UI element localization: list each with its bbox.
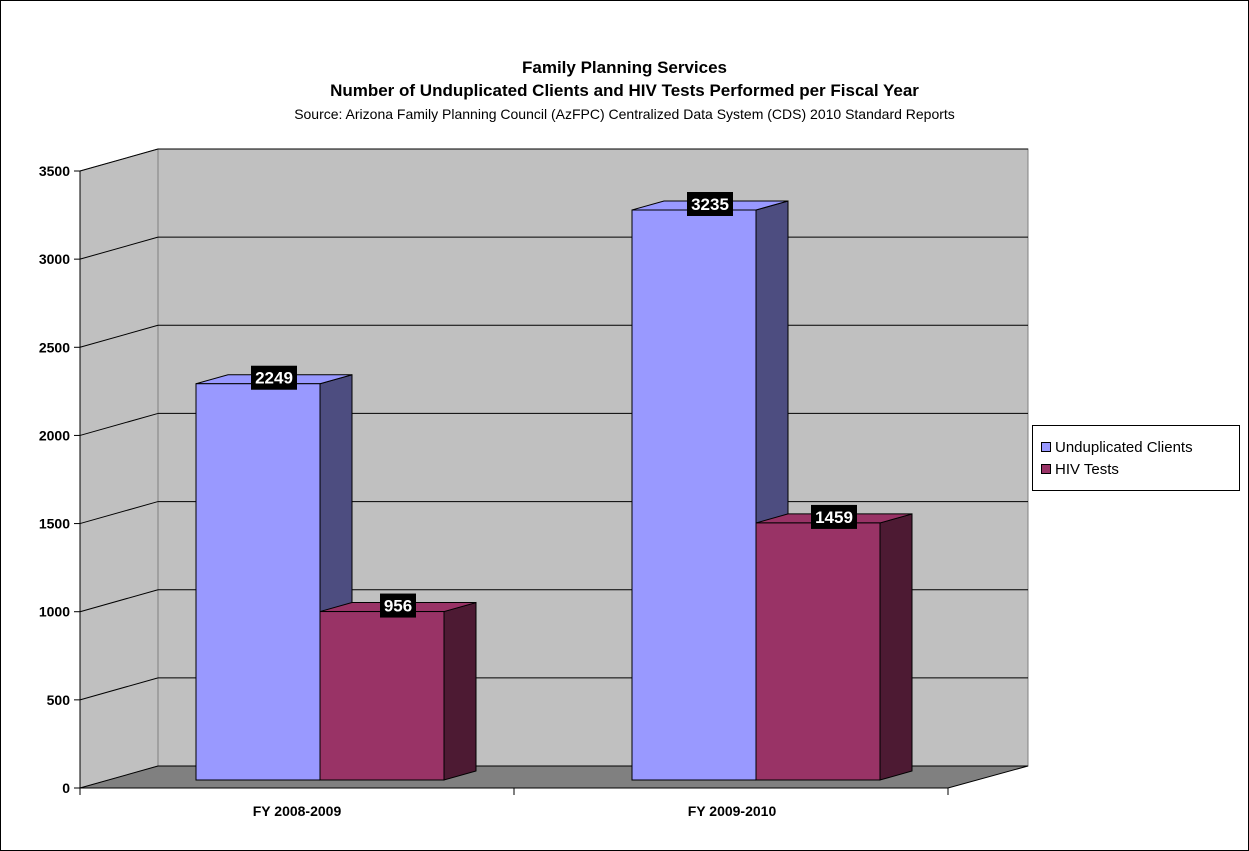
gridline-side xyxy=(79,324,159,348)
chart-subtitle: Number of Unduplicated Clients and HIV T… xyxy=(330,81,919,100)
gridline-side xyxy=(79,148,159,172)
legend-label-unduplicated-clients: Unduplicated Clients xyxy=(1055,438,1193,456)
y-tick-label: 500 xyxy=(47,692,71,708)
y-tick-label: 2000 xyxy=(39,427,70,443)
bar xyxy=(319,611,445,781)
y-tick-label: 0 xyxy=(62,780,70,796)
bar xyxy=(195,383,321,781)
data-label-box xyxy=(251,365,297,390)
bar xyxy=(631,209,757,781)
data-label: 3235 xyxy=(691,195,729,214)
bar-side xyxy=(879,513,913,781)
legend-swatch-hiv-tests xyxy=(1041,464,1051,474)
data-label: 956 xyxy=(384,597,412,616)
legend-item-unduplicated-clients: Unduplicated Clients xyxy=(1041,436,1193,458)
chart-source: Source: Arizona Family Planning Council … xyxy=(294,106,955,122)
gridline-side xyxy=(79,677,159,701)
y-tick-label: 3500 xyxy=(39,163,70,179)
chart-title: Family Planning Services xyxy=(521,58,728,77)
data-label: 1459 xyxy=(815,508,853,527)
gridline-side xyxy=(79,501,159,525)
x-tick-label: FY 2009-2010 xyxy=(688,803,777,819)
y-tick-label: 2500 xyxy=(39,339,70,355)
data-label-box xyxy=(380,593,416,618)
side-wall xyxy=(79,148,159,789)
y-tick-label: 3000 xyxy=(39,251,70,267)
legend-label-hiv-tests: HIV Tests xyxy=(1055,460,1119,478)
gridline-side xyxy=(79,589,159,613)
data-label-box xyxy=(687,192,733,216)
gridline-side xyxy=(79,236,159,260)
y-tick-label: 1000 xyxy=(39,604,70,620)
legend-item-hiv-tests: HIV Tests xyxy=(1041,458,1119,480)
gridline-side xyxy=(79,412,159,436)
legend-swatch-unduplicated-clients xyxy=(1041,442,1051,452)
x-tick-label: FY 2008-2009 xyxy=(253,803,342,819)
y-tick-label: 1500 xyxy=(39,516,70,532)
data-label-box xyxy=(811,504,857,529)
legend: Unduplicated Clients HIV Tests xyxy=(1032,425,1240,491)
bar-side xyxy=(443,601,477,781)
bar xyxy=(755,522,881,781)
data-label: 2249 xyxy=(255,369,293,388)
